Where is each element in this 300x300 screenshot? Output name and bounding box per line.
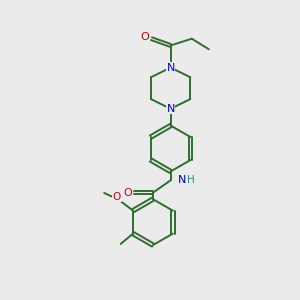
Text: N: N — [167, 104, 175, 114]
Text: N: N — [178, 175, 186, 185]
Text: O: O — [141, 32, 149, 42]
Text: N: N — [167, 63, 175, 73]
Text: O: O — [113, 191, 121, 202]
Text: O: O — [123, 188, 132, 198]
Text: H: H — [187, 175, 194, 185]
